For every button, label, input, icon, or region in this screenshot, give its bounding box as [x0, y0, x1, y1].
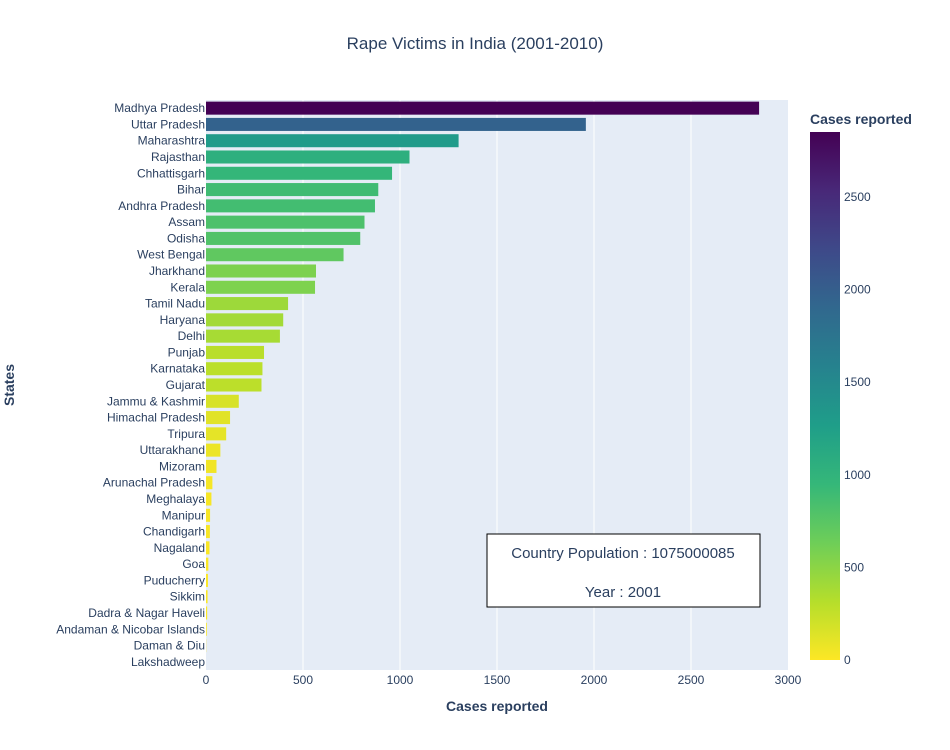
- colorbar-tick-label: 500: [844, 560, 864, 574]
- bar: [206, 459, 217, 473]
- colorbar-tick-label: 1500: [844, 375, 871, 389]
- bar: [206, 606, 208, 620]
- x-tick-label: 3000: [775, 673, 802, 687]
- y-tick-label: Kerala: [170, 280, 205, 294]
- x-tick-label: 500: [293, 673, 313, 687]
- x-tick-label: 1000: [387, 673, 414, 687]
- y-tick-labels: Madhya Pradesh Uttar Pradesh Maharashtra Ra…: [56, 101, 205, 669]
- bar: [206, 345, 265, 359]
- y-tick-label: Gujarat: [166, 378, 206, 392]
- bar: [206, 557, 209, 571]
- bar: [206, 492, 212, 506]
- bar: [206, 183, 379, 197]
- bar: [206, 476, 213, 490]
- x-tick-label: 2500: [678, 673, 705, 687]
- bar: [206, 378, 262, 392]
- y-tick-label: Andhra Pradesh: [118, 199, 205, 213]
- x-tick-labels: 0 500 1000 1500 2000 2500 3000: [203, 673, 802, 687]
- y-tick-label: Puducherry: [144, 573, 205, 587]
- y-tick-label: Goa: [182, 557, 205, 571]
- bar: [206, 590, 208, 604]
- bar: [206, 411, 231, 425]
- x-tick-label: 2000: [581, 673, 608, 687]
- bar: [206, 199, 375, 213]
- y-tick-label: Dadra & Nagar Haveli: [88, 606, 205, 620]
- y-tick-label: Meghalaya: [146, 492, 205, 506]
- colorbar-tick-label: 2500: [844, 190, 871, 204]
- bar: [206, 150, 410, 164]
- bar: [206, 215, 365, 229]
- bar: [206, 313, 284, 327]
- bar: [206, 297, 289, 311]
- bar: [206, 101, 760, 115]
- bar: [206, 525, 210, 539]
- y-tick-label: Andaman & Nicobar Islands: [56, 622, 205, 636]
- x-tick-label: 1500: [484, 673, 511, 687]
- annotation-box: Country Population : 1075000085 Year : 2…: [486, 533, 761, 608]
- colorbar-tick-labels: 0 500 1000 1500 2000 2500: [844, 190, 871, 667]
- y-tick-label: Madhya Pradesh: [114, 101, 205, 115]
- chart-title: Rape Victims in India (2001-2010): [347, 34, 604, 53]
- y-tick-label: Uttarakhand: [140, 443, 205, 457]
- colorbar-title: Cases reported: [810, 111, 912, 127]
- y-axis-title: States: [1, 364, 17, 406]
- y-tick-label: Tripura: [167, 427, 205, 441]
- y-tick-label: Nagaland: [154, 541, 205, 555]
- bar: [206, 280, 316, 294]
- bar: [206, 231, 361, 245]
- y-tick-label: Sikkim: [170, 590, 205, 604]
- bar: [206, 166, 393, 180]
- y-tick-label: Punjab: [168, 345, 206, 359]
- y-tick-label: Lakshadweep: [131, 655, 205, 669]
- annotation-population: Country Population : 1075000085: [511, 545, 735, 562]
- bar: [206, 508, 211, 522]
- y-tick-label: Mizoram: [159, 459, 205, 473]
- annotation-year: Year : 2001: [585, 584, 661, 601]
- y-tick-label: Bihar: [177, 183, 205, 197]
- y-tick-label: Chandigarh: [143, 525, 205, 539]
- colorbar-tick-label: 2000: [844, 283, 871, 297]
- x-tick-label: 0: [203, 673, 210, 687]
- y-tick-label: Odisha: [167, 231, 205, 245]
- y-tick-label: Jammu & Kashmir: [107, 394, 205, 408]
- colorbar-tick-label: 0: [844, 653, 851, 667]
- bar: [206, 541, 210, 555]
- bar: [206, 622, 207, 636]
- y-tick-label: Delhi: [178, 329, 205, 343]
- x-axis-title: Cases reported: [446, 698, 548, 714]
- bar: [206, 394, 239, 408]
- bar: [206, 573, 208, 587]
- bars: [206, 101, 760, 653]
- bar: [206, 427, 227, 441]
- y-tick-label: Uttar Pradesh: [131, 117, 205, 131]
- y-tick-label: Jharkhand: [149, 264, 205, 278]
- y-tick-label: Chhattisgarh: [137, 166, 205, 180]
- bar: [206, 117, 586, 131]
- y-tick-label: Arunachal Pradesh: [103, 476, 205, 490]
- y-tick-label: West Bengal: [137, 248, 205, 262]
- annotation-border: [486, 533, 761, 608]
- y-tick-label: Daman & Diu: [134, 639, 205, 653]
- y-tick-label: Karnataka: [150, 362, 205, 376]
- y-tick-label: Himachal Pradesh: [107, 411, 205, 425]
- y-tick-label: Manipur: [162, 508, 205, 522]
- bar: [206, 362, 263, 376]
- y-tick-label: Tamil Nadu: [145, 297, 205, 311]
- bar: [206, 329, 280, 343]
- colorbar-tick-label: 1000: [844, 468, 871, 482]
- bar: [206, 264, 316, 278]
- y-tick-label: Haryana: [160, 313, 206, 327]
- y-tick-label: Rajasthan: [151, 150, 205, 164]
- bar: [206, 248, 344, 262]
- bar: [206, 443, 221, 457]
- colorbar: [810, 132, 840, 660]
- y-tick-label: Assam: [168, 215, 205, 229]
- bar: [206, 134, 459, 148]
- y-tick-label: Maharashtra: [138, 134, 206, 148]
